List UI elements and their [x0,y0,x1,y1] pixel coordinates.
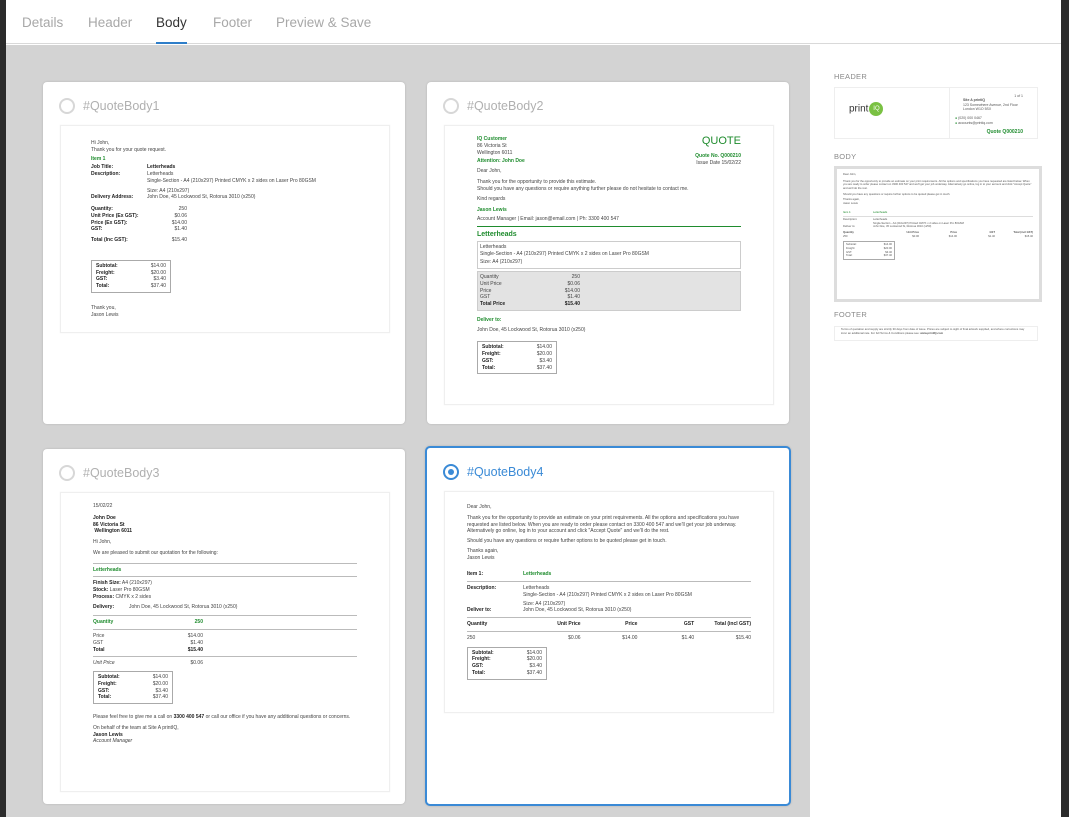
item-heading: Letterheads [477,230,517,238]
item-description: Letterheads Single-Section - A4 (210x297)… [477,240,741,270]
table-header: Quantity Unit Price Price GST Total (incl GS… [467,621,751,627]
header-preview: print IQ 1 of 1 Site A printIQ 123 Somewhe… [834,87,1038,139]
card-title: #QuoteBody3 [83,466,160,480]
tab-body[interactable]: Body [156,15,187,44]
totals-box: Subtotal: $14.00 Freight: $20.00 GST: $3.40… [467,646,547,680]
body-section-label: BODY [834,152,857,161]
totals-box: Subtotal: $14.00 Freight: $20.00 GST: $3.40… [477,341,557,375]
greeting: Hi John, Thank you for your quote request… [91,140,167,153]
document-preview: IQ Customer 86 Victoria St Wellington 6011… [444,125,774,405]
template-card-quotebody4[interactable]: #QuoteBody4 Dear John, Thank you for the… [425,446,791,806]
document-preview: 15/02/22 John Doe 86 Victoria St Wellingt… [60,492,390,792]
radio-button[interactable] [59,465,75,481]
body-template-gallery: #QuoteBody1 Hi John, Thank you for your q… [6,45,810,817]
radio-button[interactable] [443,98,459,114]
doc-header: IQ Customer 86 Victoria St Wellington 6011… [477,135,741,156]
header-section-label: HEADER [834,72,868,81]
size-row: Size: A4 (210x297) [147,187,190,194]
quote-heading: QUOTE [701,135,741,147]
item-heading: Item 1 [91,155,106,162]
tab-header[interactable]: Header [88,15,133,30]
card-title: #QuoteBody4 [467,465,544,479]
card-title: #QuoteBody1 [83,99,160,113]
sign-off: Thank you, Jason Lewis [91,304,119,318]
printiq-logo: print IQ [849,102,884,116]
template-card-quotebody2[interactable]: #QuoteBody2 IQ Customer 86 Victoria St Wel… [427,82,789,424]
table-row: 250 $0.06 $14.00 $1.40 $15.40 [467,634,751,641]
document-preview: Hi John, Thank you for your quote request… [60,125,390,333]
live-preview-panel: HEADER print IQ 1 of 1 Site A printIQ 123 … [810,45,1061,817]
description-row: Description: Letterheads Single-Section - … [91,171,316,184]
template-card-quotebody1[interactable]: #QuoteBody1 Hi John, Thank you for your q… [43,82,405,424]
body-preview: Dear John, Thank you for the opportunity… [834,166,1042,302]
tab-bar: Details Header Body Footer Preview & Sav… [6,0,1061,44]
job-title-row: Job Title: Letterheads [91,164,176,171]
delivery-row: Delivery Address: John Doe, 45 Lockwood S… [91,194,256,201]
quote-meta: Attention: John Doe Quote No. Q000210 Iss… [477,153,741,166]
tab-details[interactable]: Details [22,15,64,30]
price-lines: Price $14.00 GST $1.40 Total $15.40 [93,633,203,653]
footer-preview: Terms of quotation and supply are strict… [834,326,1038,341]
price-summary: Quantity: 250 Unit Price (Ex GST): $0.06 P… [91,206,187,243]
tab-footer[interactable]: Footer [213,15,253,30]
totals-box: Subtotal: $14.00 Freight: $20.00 GST: $3.40… [91,259,171,293]
radio-button-selected[interactable] [443,464,459,480]
totals-box: Subtotal: $14.00 Freight: $20.00 GST: $3.40… [93,671,173,704]
template-card-quotebody3[interactable]: #QuoteBody3 15/02/22 John Doe 86 Victoria… [43,449,405,804]
document-preview: Dear John, Thank you for the opportunity… [444,491,774,713]
quote-template-dialog: Details Header Body Footer Preview & Sav… [6,0,1061,817]
price-table: Quantity 250 Unit Price $0.06 Price $14.00 … [477,271,741,311]
radio-button[interactable] [59,98,75,114]
footer-section-label: FOOTER [834,310,868,319]
card-title: #QuoteBody2 [467,99,544,113]
tab-preview-save[interactable]: Preview & Save [276,15,372,30]
